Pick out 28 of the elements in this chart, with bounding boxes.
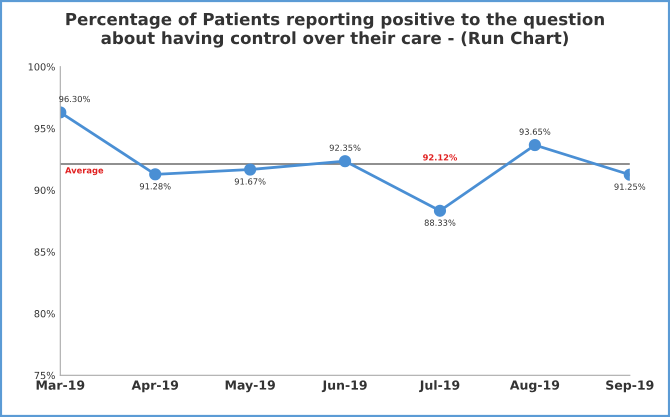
y-tick-label: 85% — [34, 248, 55, 256]
y-tick-label: 100% — [28, 63, 55, 71]
x-tick-label: May-19 — [226, 380, 275, 392]
data-label: 93.65% — [520, 128, 550, 135]
point — [434, 204, 446, 217]
x-tick-label: Apr-19 — [132, 380, 178, 392]
data-label: 91.28% — [140, 183, 171, 190]
annotation: 92.12% — [423, 154, 458, 161]
data-label: 88.33% — [424, 220, 456, 226]
x-tick-label: Mar-19 — [36, 380, 84, 390]
point — [528, 139, 541, 152]
data-label: 96.30% — [59, 96, 90, 102]
y-tick-label: 90% — [34, 186, 55, 194]
x-tick-label: Jun-19 — [322, 380, 367, 392]
data-label: 91.25% — [614, 184, 646, 190]
chart-title: Percentage of Patients reporting positive to the question about having control over their care - (Run Chart) — [66, 12, 604, 48]
ref-line-label: Average — [65, 167, 104, 176]
point — [149, 168, 162, 180]
x-tick-label: Jul-19 — [419, 380, 460, 392]
data-label: 91.67% — [234, 178, 266, 185]
x-tick-label: Sep-19 — [606, 380, 654, 392]
data-label: 92.35% — [330, 144, 360, 151]
point — [338, 155, 352, 168]
y-tick-label: 80% — [34, 310, 55, 318]
y-tick-label: 95% — [34, 124, 55, 132]
point — [244, 163, 256, 176]
x-tick-label: Aug-19 — [510, 380, 560, 392]
y-tick-label: 75% — [34, 372, 55, 380]
